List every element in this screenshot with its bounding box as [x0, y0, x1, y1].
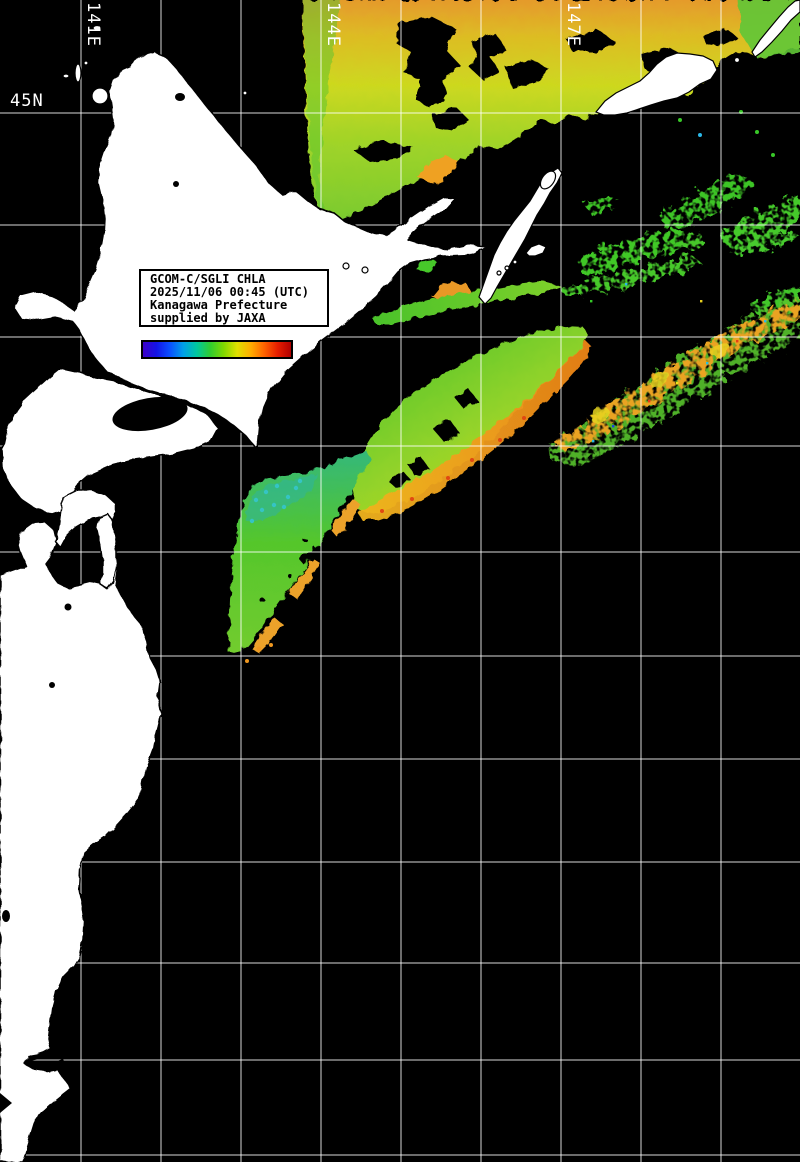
longitude-label-144e: 144E [323, 2, 343, 47]
shimokita-handle [96, 513, 118, 590]
longitude-label-141e: 141E [83, 2, 103, 47]
colorbar [141, 340, 293, 359]
rishiri-island [91, 87, 109, 105]
info-box-datetime: 2025/11/06 00:45 (UTC) [150, 285, 309, 299]
bays-and-lakes [0, 93, 188, 1113]
rebun-island [74, 63, 82, 83]
swath-specks [245, 283, 767, 663]
hokkaido [13, 51, 487, 450]
sendai-bay-inlet [28, 1051, 58, 1061]
urup-island [751, 0, 800, 58]
kuril-islands [342, 0, 800, 305]
longitude-label-147e: 147E [563, 2, 583, 47]
honshu [0, 521, 162, 1162]
info-box-credit: supplied by JAXA [150, 311, 266, 325]
shikotan-island [525, 243, 547, 257]
latitude-label-45n: 45N [10, 91, 44, 111]
kunashir-island [478, 167, 563, 305]
info-box-title: GCOM-C/SGLI CHLA [150, 272, 266, 286]
info-box: GCOM-C/SGLI CHLA 2025/11/06 00:45 (UTC) … [139, 269, 329, 327]
swath-yellow-blobs [591, 343, 730, 423]
japan-sea-islands [62, 24, 248, 105]
uchiura-bay [112, 396, 188, 432]
iturup-island [595, 52, 718, 116]
colorbar-gradient [143, 342, 291, 357]
info-box-owner: Kanagawa Prefecture [150, 298, 288, 312]
ishikari-bay [43, 278, 77, 298]
